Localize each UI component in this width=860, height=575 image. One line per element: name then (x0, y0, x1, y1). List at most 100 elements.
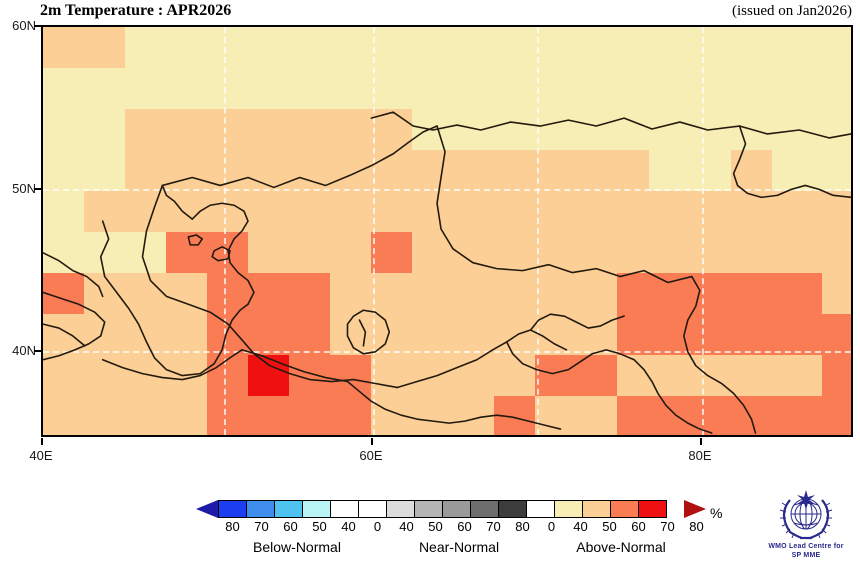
colorbar-segment (610, 500, 639, 518)
grid-cell (617, 355, 822, 396)
grid-cell (43, 273, 84, 314)
grid-cell (494, 355, 535, 396)
wmo-logo: WMO Lead Centre for SP MME (760, 488, 852, 568)
colorbar-tick: 0 (547, 519, 556, 534)
grid-cell (207, 355, 248, 396)
colorbar-tick: 50 (602, 519, 617, 534)
xtick-mark-40E (41, 438, 43, 445)
grid-cell (617, 314, 851, 355)
grid-cell (43, 150, 125, 191)
colorbar-tick: 80 (689, 519, 704, 534)
colorbar-segments (218, 500, 667, 518)
grid-cell (576, 355, 617, 396)
grid-cell (330, 273, 617, 314)
colorbar-tick: 60 (283, 519, 298, 534)
grid-cell (207, 314, 330, 355)
grid-cell (248, 232, 371, 273)
forecast-map (41, 25, 853, 437)
colorbar-unit: % (710, 505, 723, 521)
grid-cell (207, 273, 330, 314)
colorbar-tick: 50 (428, 519, 443, 534)
grid-cell (371, 232, 412, 273)
issued-date: (issued on Jan2026) (732, 3, 852, 19)
colorbar-tick: 0 (373, 519, 382, 534)
group-label-below-normal: Below-Normal (253, 539, 341, 555)
grid-cell (43, 232, 84, 273)
chart-header: 2m Temperature : APR2026 (issued on Jan2… (0, 0, 860, 24)
colorbar-cap-left (196, 500, 218, 518)
ytick-60N: 60N (12, 18, 36, 33)
colorbar-tick: 40 (399, 519, 414, 534)
colorbar-tick: 40 (573, 519, 588, 534)
grid-cell (84, 191, 412, 232)
grid-cell (617, 396, 851, 435)
grid-cell (453, 150, 649, 191)
xtick-40E: 40E (29, 448, 53, 463)
ytick-40N: 40N (12, 343, 36, 358)
xtick-60E: 60E (359, 448, 383, 463)
colorbar (196, 498, 706, 520)
ytick-50N: 50N (12, 181, 36, 196)
colorbar-cap-right (684, 500, 706, 518)
ytick-mark-60N (34, 25, 41, 27)
colorbar-tick: 70 (486, 519, 501, 534)
grid-cell (43, 191, 84, 232)
grid-cell (207, 396, 371, 435)
grid-cell (772, 191, 851, 232)
colorbar-tick: 80 (515, 519, 530, 534)
grid-cell (43, 27, 125, 68)
colorbar-segment (582, 500, 611, 518)
colorbar-segment (470, 500, 499, 518)
grid-cell (617, 273, 822, 314)
colorbar-tick: 50 (312, 519, 327, 534)
group-label-near-normal: Near-Normal (418, 539, 500, 555)
grid-cell (822, 273, 851, 314)
grid-cell (822, 355, 851, 396)
coastline-overlay (43, 111, 851, 434)
colorbar-tick: 60 (457, 519, 472, 534)
xtick-mark-80E (700, 438, 702, 445)
grid-cell (535, 355, 576, 396)
colorbar-segment (386, 500, 415, 518)
grid-cell (772, 150, 851, 191)
colorbar-segment (414, 500, 443, 518)
grid-cell (330, 314, 617, 355)
page-title: 2m Temperature : APR2026 (40, 2, 232, 19)
grid-cell (84, 273, 207, 314)
colorbar-tick: 80 (225, 519, 240, 534)
group-label-above-normal: Above-Normal (576, 539, 666, 555)
colorbar-tick: 70 (660, 519, 675, 534)
logo-line-2: SP MME (791, 552, 821, 559)
grid-cell (43, 68, 166, 109)
colorbar-segment (246, 500, 275, 518)
grid-cell (125, 109, 412, 150)
grid-cell (84, 232, 166, 273)
xtick-80E: 80E (688, 448, 712, 463)
colorbar-segment (498, 500, 527, 518)
colorbar-segment (554, 500, 583, 518)
grid-cell (412, 191, 772, 232)
colorbar-segment (330, 500, 359, 518)
grid-cell (43, 355, 207, 396)
logo-line-1: WMO Lead Centre for (768, 543, 844, 550)
colorbar-group-labels: Below-Normal Near-Normal Above-Normal (196, 539, 706, 557)
xtick-mark-60E (371, 438, 373, 445)
colorbar-segment (638, 500, 667, 518)
grid-cell (535, 396, 617, 435)
colorbar-segment (274, 500, 303, 518)
ytick-mark-50N (34, 188, 41, 190)
colorbar-segment (218, 500, 247, 518)
ytick-mark-40N (34, 350, 41, 352)
grid-cell (166, 68, 851, 109)
grid-cell (649, 150, 731, 191)
colorbar-tick: 70 (254, 519, 269, 534)
wmo-emblem-icon (779, 490, 833, 540)
grid-cell (248, 355, 289, 396)
colorbar-segment (442, 500, 471, 518)
colorbar-segment (302, 500, 331, 518)
grid-cell (125, 150, 412, 191)
grid-cell (43, 396, 207, 435)
probability-grid (43, 27, 851, 435)
colorbar-segment (526, 500, 555, 518)
colorbar-tick-labels: 80 70 60 50 40 0 40 50 60 70 80 0 40 50 60 70 80 (196, 519, 706, 535)
